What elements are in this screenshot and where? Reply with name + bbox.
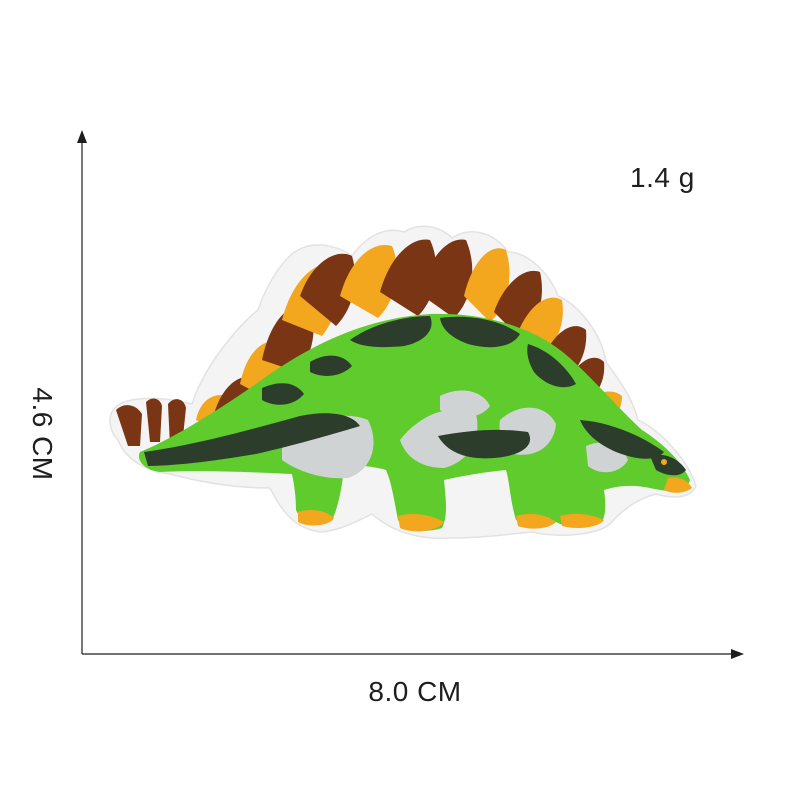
- arrow-up-icon: [77, 130, 87, 143]
- width-dimension-label: 8.0 CM: [368, 676, 462, 707]
- dark-stripes: [144, 316, 664, 466]
- feet-claws: [298, 510, 604, 532]
- weight-label: 1.4 g: [630, 162, 695, 193]
- stegosaurus-patch-image: [109, 225, 697, 540]
- dimension-axes: [77, 130, 744, 659]
- height-dimension-label: 4.6 CM: [27, 387, 58, 481]
- arrow-right-icon: [731, 649, 744, 659]
